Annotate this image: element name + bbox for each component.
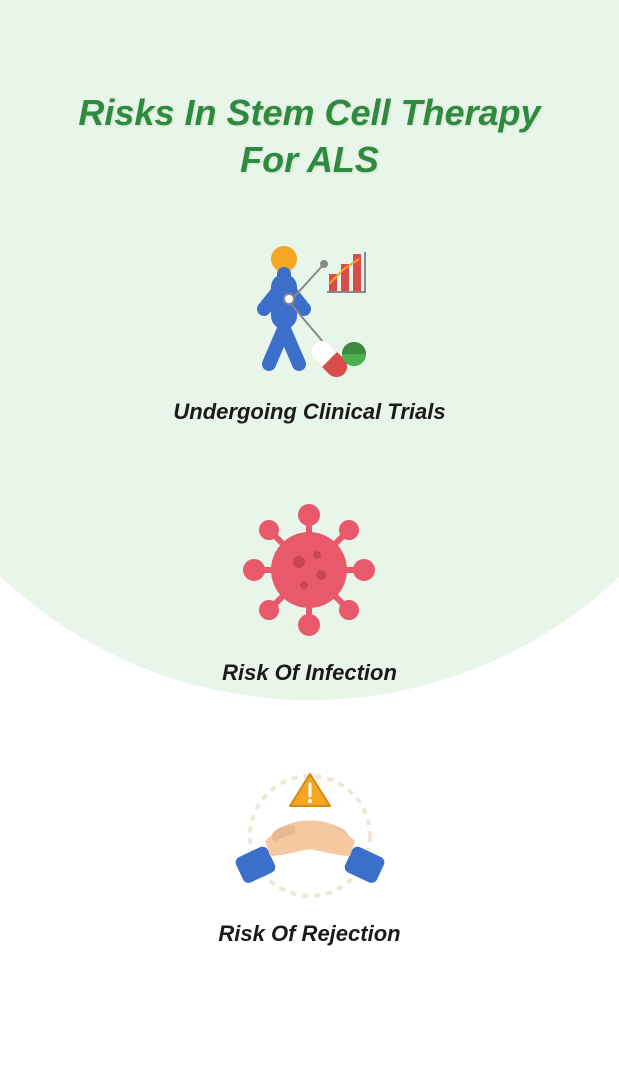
risk-item-clinical-trials: Undergoing Clinical Trials [173, 234, 445, 425]
title-line-1: Risks In Stem Cell Therapy [78, 92, 540, 133]
risk-label: Risk Of Infection [222, 660, 397, 686]
clinical-trials-icon [229, 234, 389, 384]
risk-label: Undergoing Clinical Trials [173, 399, 445, 425]
risk-item-rejection: Risk Of Rejection [218, 756, 400, 947]
risk-label: Risk Of Rejection [218, 921, 400, 947]
risk-item-infection: Risk Of Infection [222, 495, 397, 686]
page-title: Risks In Stem Cell Therapy For ALS [78, 90, 540, 184]
crossed-hands-icon [230, 756, 390, 906]
title-line-2: For ALS [240, 139, 379, 180]
main-content: Risks In Stem Cell Therapy For ALS [0, 0, 619, 1017]
virus-icon [229, 495, 389, 645]
